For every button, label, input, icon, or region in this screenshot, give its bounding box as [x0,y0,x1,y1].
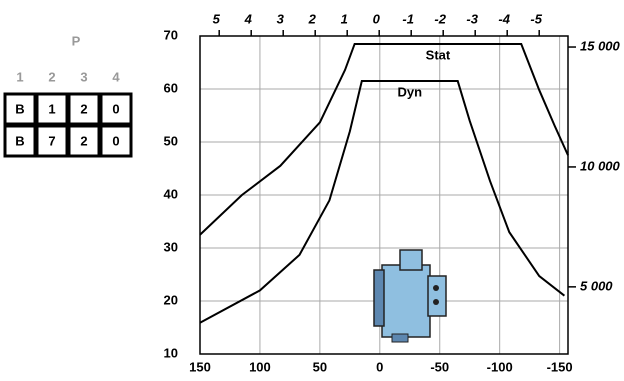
x2-tick-label: 2 [308,11,317,26]
column-label: 4 [112,69,120,84]
y-tick-label: 60 [164,80,178,95]
x-tick-label: -50 [430,359,449,374]
series-label: Dyn [397,84,422,99]
y-tick-label: 50 [164,133,178,148]
x2-tick-label: 5 [213,11,221,26]
y-tick-label: 20 [164,292,178,307]
y2-tick-label: 10 000 [580,158,621,173]
x2-tick-label: -2 [434,11,446,26]
plot-frame [199,35,569,355]
y-tick-label: 30 [164,239,178,254]
table-cell [35,92,69,126]
cell-text: 7 [48,133,55,148]
column-label: 1 [16,69,23,84]
cell-text: 0 [112,101,119,116]
x2-tick-label: 1 [341,11,348,26]
y-tick-label: 10 [164,345,178,360]
y2-tick-label: 5 000 [580,278,613,293]
table-cell [99,124,133,158]
cell-text: 1 [48,101,55,116]
cell-text: 2 [80,133,87,148]
p-title: P [72,33,81,48]
x-tick-label: 0 [376,359,383,374]
x2-tick-label: 3 [277,11,285,26]
series-label: Stat [426,47,451,62]
p-table: P 1 2 3 4 B 1 2 0 B 7 2 0 [3,33,133,158]
x-tick-label: 100 [249,359,271,374]
x2-tick-label: -1 [402,11,414,26]
table-cell [35,124,69,158]
x-tick-label: 150 [189,359,211,374]
cell-text: 2 [80,101,87,116]
y-tick-label: 40 [164,186,178,201]
table-cell [99,92,133,126]
x2-tick-label: -3 [466,11,478,26]
cell-text: B [15,133,24,148]
series-line [199,80,566,324]
x2-tick-label: -4 [498,11,510,26]
y2-tick-label: 15 000 [580,38,621,53]
column-label: 3 [80,69,87,84]
x2-tick-label: -5 [530,11,542,26]
table-cell [3,92,37,126]
column-label: 2 [48,69,55,84]
series-line [199,42,569,236]
y-tick-label: 70 [164,27,178,42]
device-illustration [373,249,447,343]
x2-tick-label: 0 [373,11,381,26]
x-tick-label: -100 [487,359,513,374]
cell-text: 0 [112,133,119,148]
x2-tick-label: 4 [244,11,253,26]
table-cell [3,124,37,158]
x-tick-label: -150 [547,359,573,374]
x-tick-label: 50 [313,359,327,374]
table-cell [67,92,101,126]
table-cell [67,124,101,158]
cell-text: B [15,101,24,116]
